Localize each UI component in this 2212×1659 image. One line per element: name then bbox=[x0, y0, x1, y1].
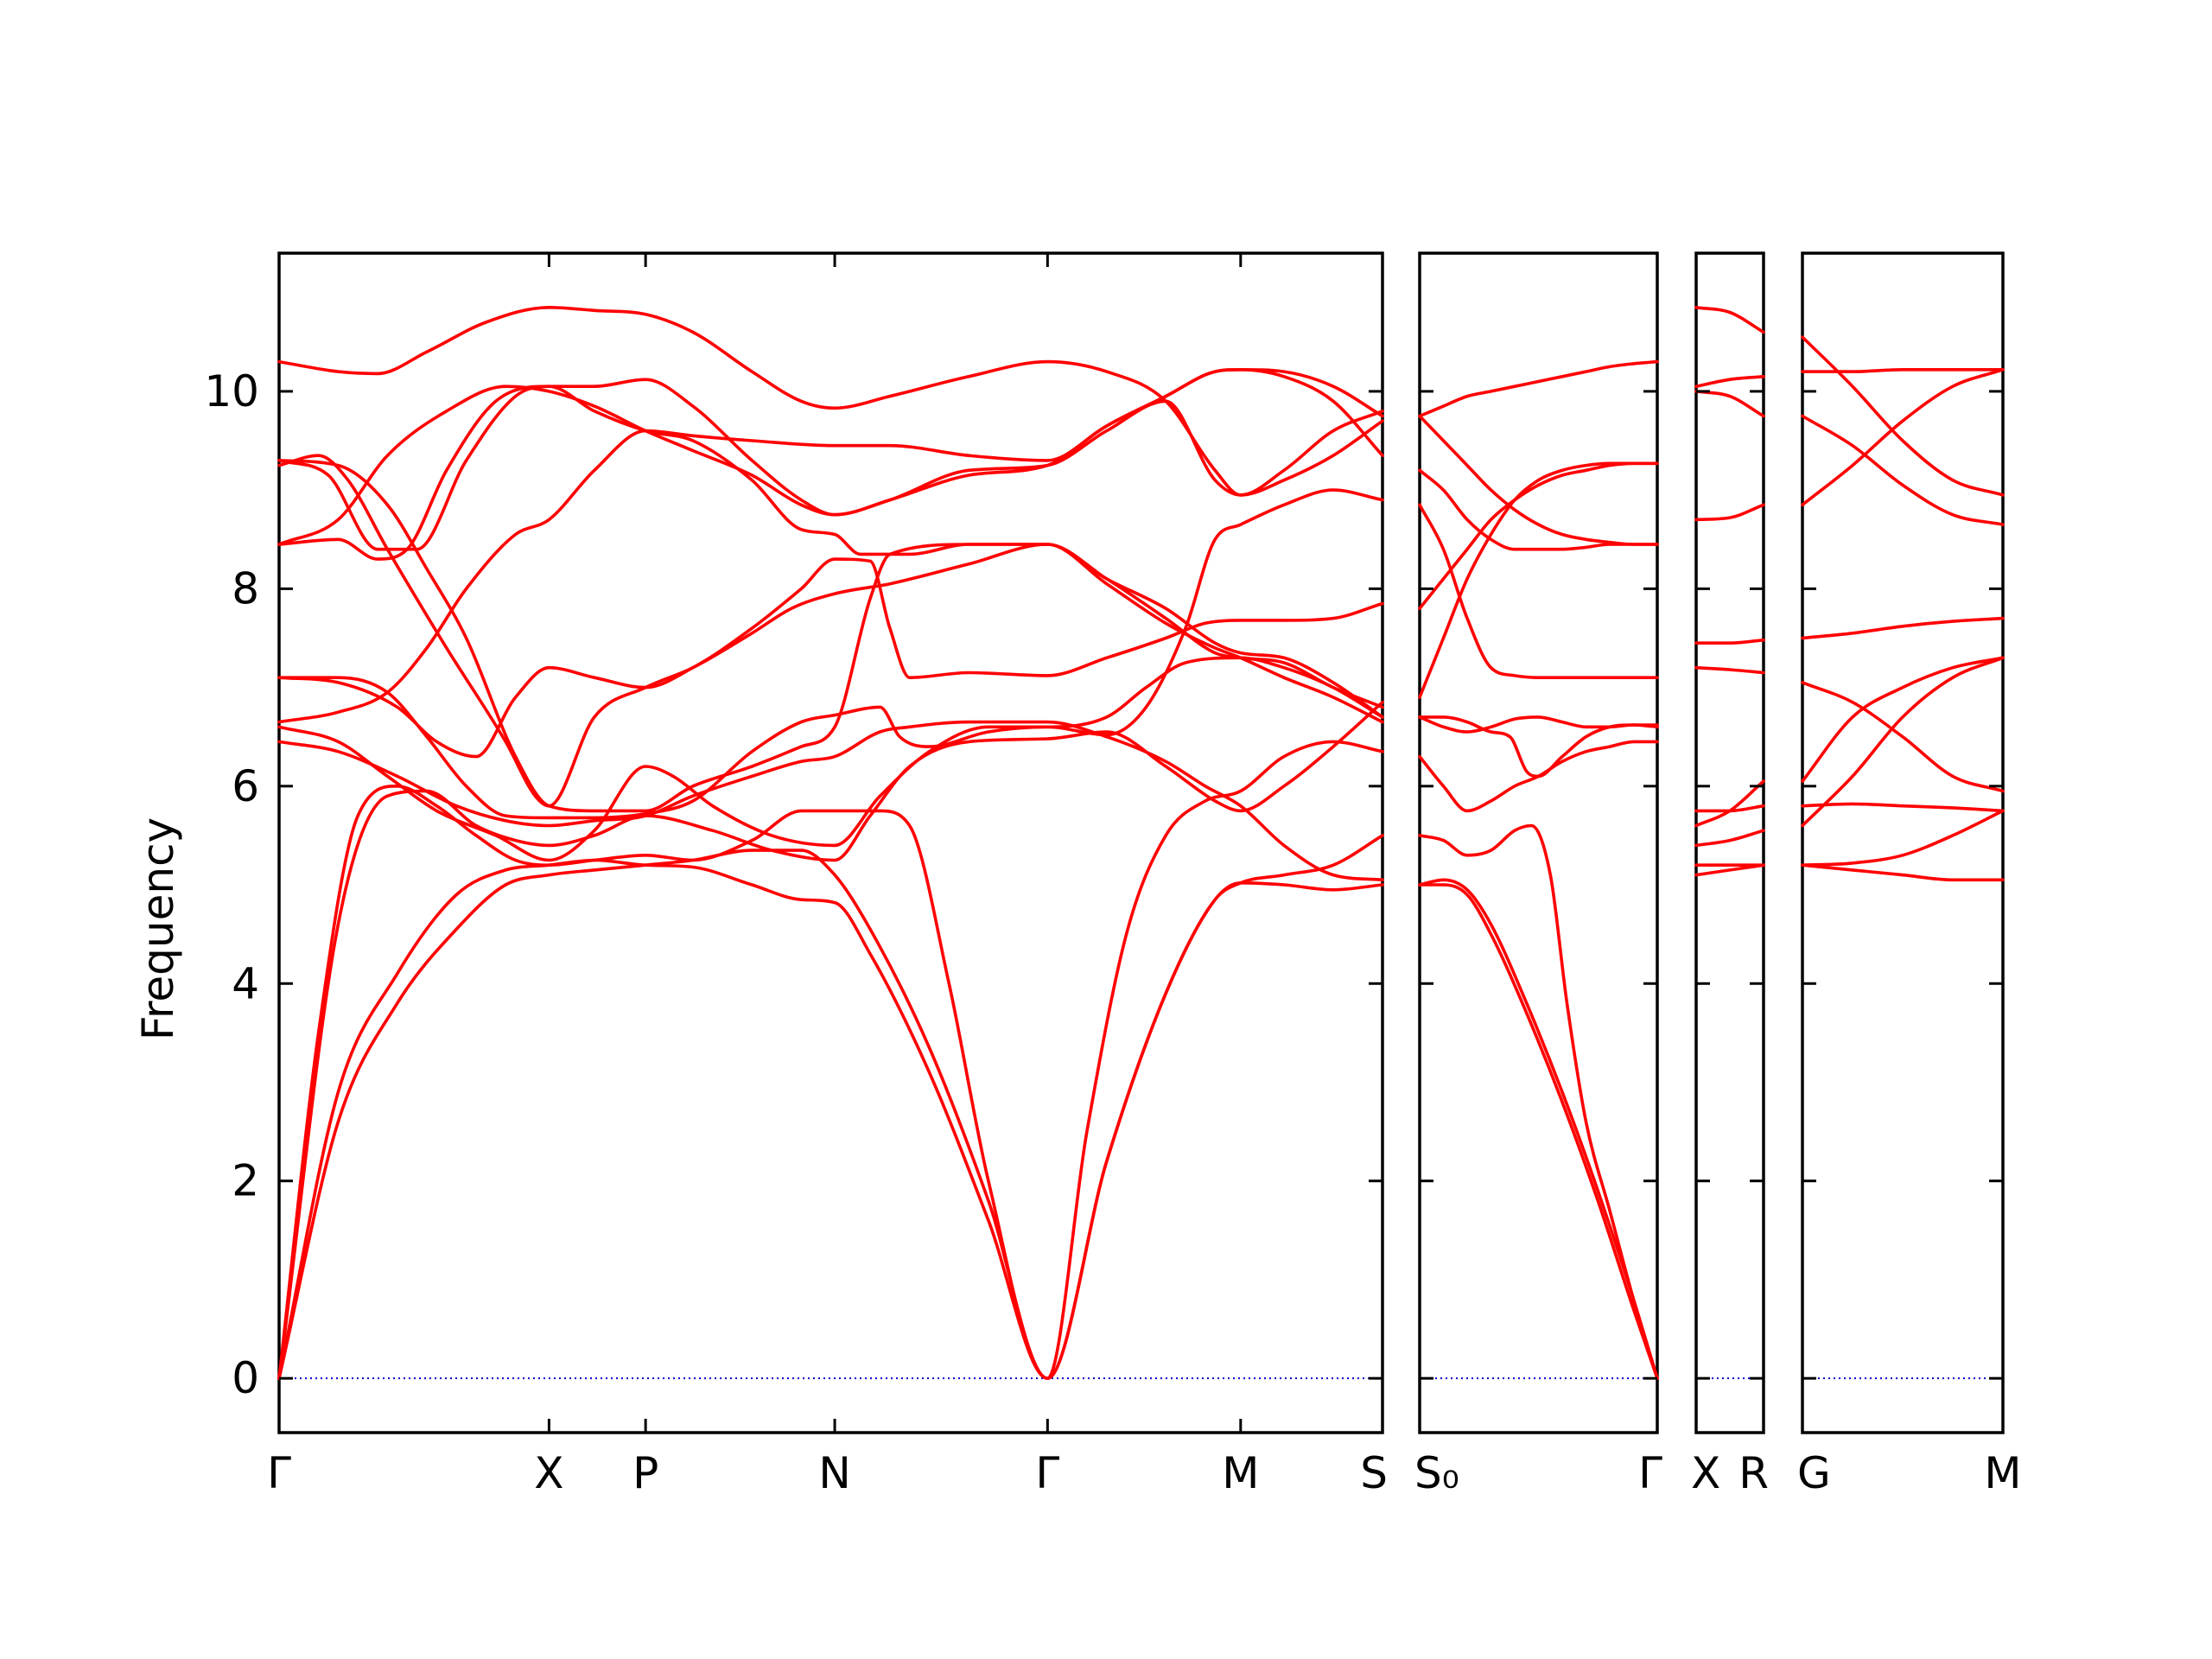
x-tick-label: X bbox=[534, 1448, 563, 1498]
x-tick-label: R bbox=[1738, 1448, 1769, 1498]
y-tick-label: 6 bbox=[232, 761, 259, 811]
y-tick-labels: 0 2 4 6 8 10 bbox=[204, 366, 259, 1403]
panel-4-band-4 bbox=[1801, 802, 2005, 813]
panel-1-band-15 bbox=[277, 306, 1384, 497]
panel-3-band-8 bbox=[1694, 503, 1765, 522]
x-tick-label: Γ bbox=[1638, 1448, 1662, 1498]
x-tick-label: S bbox=[1360, 1448, 1388, 1498]
panel-1-band-8 bbox=[277, 557, 1384, 759]
x-tick-label: N bbox=[818, 1448, 850, 1498]
axis-ticks bbox=[277, 253, 2005, 1433]
panel-3-band-6 bbox=[1694, 665, 1765, 675]
y-tick-label: 0 bbox=[232, 1353, 259, 1403]
panel-1-band-12 bbox=[277, 385, 1384, 719]
panel-1-band-9 bbox=[277, 488, 1384, 820]
x-tick-label: M bbox=[1984, 1448, 2021, 1498]
panel-4-band-7 bbox=[1801, 616, 2005, 640]
panel-3-band-10 bbox=[1694, 375, 1765, 388]
panel-1-band-3 bbox=[277, 858, 1384, 1380]
panel-4-frame bbox=[1801, 251, 2005, 1434]
panel-2-band-1 bbox=[1418, 878, 1659, 1380]
panel-2-frame bbox=[1418, 251, 1659, 1434]
panel-2-band-3 bbox=[1418, 823, 1659, 1380]
panel-1-band-4 bbox=[277, 740, 1384, 1380]
panel-3-band-4 bbox=[1694, 779, 1765, 828]
panel-3-frame bbox=[1694, 251, 1765, 1434]
x-tick-label: X bbox=[1691, 1448, 1720, 1498]
panel-2-band-10 bbox=[1418, 468, 1659, 551]
panel-3-band-11 bbox=[1694, 306, 1765, 334]
panel-4-band-11 bbox=[1801, 335, 2005, 497]
panel-4-band-10 bbox=[1801, 367, 2005, 373]
band-lines bbox=[277, 306, 2005, 1380]
x-tick-label: Γ bbox=[1035, 1448, 1059, 1498]
panel-2-band-8 bbox=[1418, 461, 1659, 610]
x-tick-labels: Γ X P N Γ M S S₀ Γ X R G M bbox=[267, 1448, 2022, 1498]
y-tick-label: 2 bbox=[232, 1156, 259, 1206]
panel-1-band-1 bbox=[277, 700, 1384, 1380]
panel-4-band-6 bbox=[1801, 681, 2005, 793]
x-tick-label: Γ bbox=[267, 1448, 291, 1498]
panel-1-band-5 bbox=[277, 720, 1384, 882]
panel-3-band-5 bbox=[1694, 804, 1765, 813]
panel-1-band-11 bbox=[277, 454, 1384, 808]
panel-4-band-1 bbox=[1801, 863, 2005, 882]
y-axis-label: Frequency bbox=[133, 817, 183, 1040]
panel-3-band-9 bbox=[1694, 390, 1765, 418]
y-tick-label: 8 bbox=[232, 563, 259, 613]
panel-4-band-8 bbox=[1801, 368, 2005, 507]
x-tick-label: M bbox=[1222, 1448, 1259, 1498]
panel-4-band-9 bbox=[1801, 414, 2005, 526]
panel-3-band-3 bbox=[1694, 829, 1765, 848]
x-tick-label: P bbox=[632, 1448, 658, 1498]
panel-2-band-2 bbox=[1418, 883, 1659, 1380]
x-tick-label: S₀ bbox=[1414, 1448, 1459, 1498]
panel-2-band-11 bbox=[1418, 414, 1659, 546]
panel-1-band-6 bbox=[277, 656, 1384, 862]
panel-1-band-7 bbox=[277, 368, 1384, 724]
panel-1-band-10 bbox=[277, 459, 1384, 813]
panel-4-band-5 bbox=[1801, 656, 2005, 783]
panel-4-band-3 bbox=[1801, 656, 2005, 828]
x-tick-label: G bbox=[1797, 1448, 1831, 1498]
panel-1-frame bbox=[277, 251, 1384, 1434]
panel-frames bbox=[277, 251, 2005, 1434]
panel-1-band-2 bbox=[277, 834, 1384, 1380]
panel-4-band-2 bbox=[1801, 809, 2005, 867]
panel-1-band-14 bbox=[277, 378, 1384, 551]
panel-3-band-7 bbox=[1694, 639, 1765, 645]
panel-2-band-6 bbox=[1418, 715, 1659, 779]
panel-2-band-12 bbox=[1418, 359, 1659, 418]
y-tick-label: 4 bbox=[232, 958, 259, 1008]
y-tick-label: 10 bbox=[204, 366, 259, 416]
panel-2-band-9 bbox=[1418, 503, 1659, 680]
panel-1-band-13 bbox=[277, 368, 1384, 546]
